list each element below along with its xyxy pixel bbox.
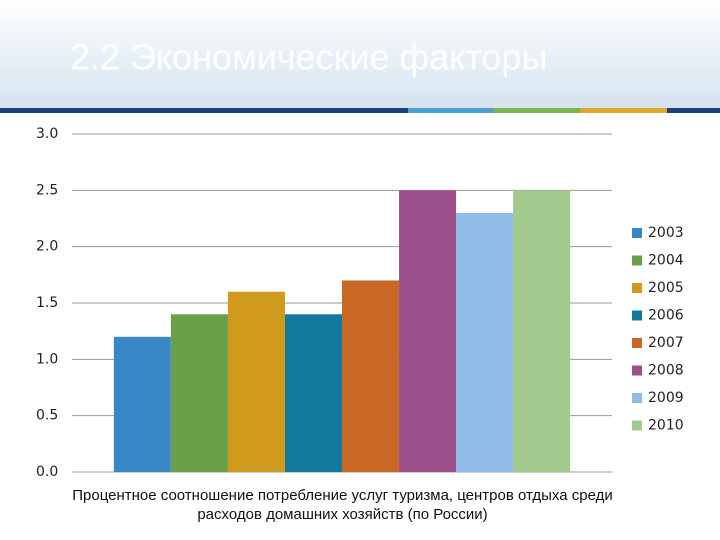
- legend-swatch: [632, 420, 642, 431]
- y-tick-label: 0.5: [36, 408, 58, 424]
- y-tick-label: 1.0: [36, 351, 58, 367]
- legend-label: 2008: [648, 363, 684, 379]
- legend-swatch: [632, 255, 642, 266]
- chart-title: 2.2 Экономические факторы: [70, 37, 547, 78]
- header-bg: [0, 0, 720, 108]
- bar: [399, 190, 457, 473]
- y-tick-label: 2.0: [36, 239, 58, 255]
- y-tick-label: 0.0: [36, 464, 58, 480]
- bar: [342, 280, 400, 472]
- bar: [170, 314, 228, 472]
- bar: [456, 212, 514, 472]
- legend-label: 2009: [648, 390, 684, 406]
- stripe: [493, 108, 580, 113]
- y-tick-label: 2.5: [36, 182, 58, 198]
- legend-swatch: [632, 393, 642, 403]
- legend-label: 2003: [648, 225, 684, 241]
- y-tick-label: 3.0: [36, 126, 58, 142]
- bar: [113, 336, 171, 472]
- legend-swatch: [632, 338, 642, 348]
- legend-swatch: [632, 228, 642, 238]
- legend-label: 2006: [648, 308, 684, 324]
- legend-swatch: [632, 310, 642, 321]
- y-tick-label: 1.5: [36, 295, 58, 311]
- legend-label: 2010: [648, 418, 684, 434]
- bar: [284, 314, 342, 472]
- stripe: [408, 108, 493, 113]
- x-axis-title: Процентное соотношение потребление услуг…: [72, 487, 613, 523]
- legend-label: 2004: [648, 253, 684, 269]
- legend-label: 2007: [648, 335, 684, 351]
- bar: [513, 190, 571, 473]
- stripe: [0, 108, 720, 113]
- legend-swatch: [632, 365, 642, 376]
- stripe: [580, 108, 667, 113]
- bar: [227, 291, 285, 472]
- legend-swatch: [632, 283, 642, 293]
- legend-label: 2005: [648, 280, 684, 296]
